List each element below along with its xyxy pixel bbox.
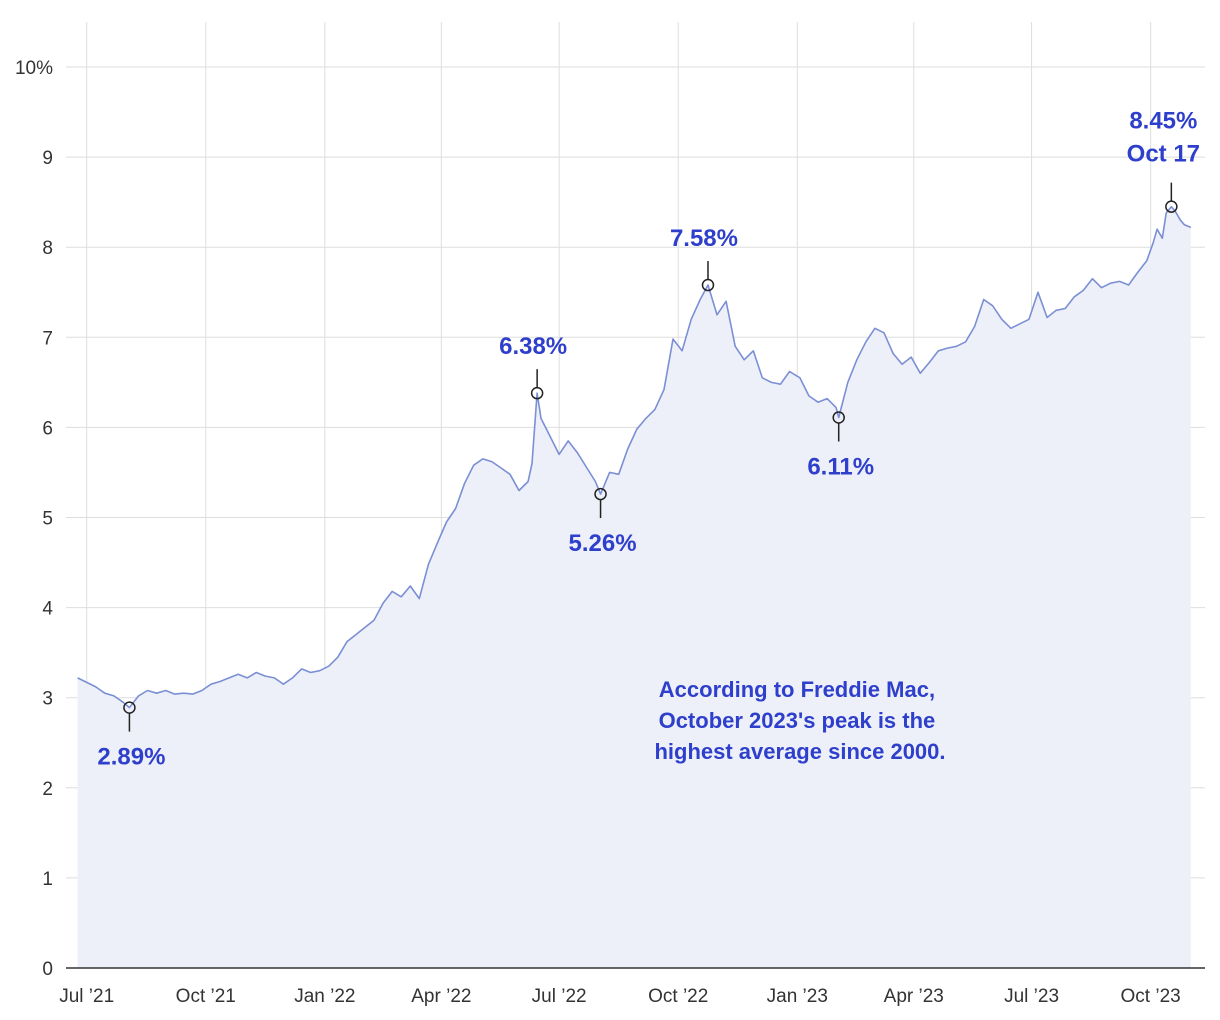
y-tick-label: 5 xyxy=(42,509,53,530)
annotation-value: 5.26% xyxy=(569,530,637,557)
annotation-marker xyxy=(530,386,544,400)
x-tick-label: Apr ’22 xyxy=(411,986,471,1007)
y-tick-label: 10% xyxy=(15,58,53,79)
annotation-611: 6.11% xyxy=(807,411,874,480)
annotations: 2.89% 6.38% 5.26% 7.58% 6.11% 8.45% Oct 17 xyxy=(97,108,1200,771)
note-text: According to Freddie Mac, October 2023's… xyxy=(654,677,945,764)
x-tick-label: Jul ’22 xyxy=(532,986,587,1007)
x-tick-label: Jan ’23 xyxy=(767,986,828,1007)
annotation-date: Oct 17 xyxy=(1127,141,1200,168)
annotation-value: 6.11% xyxy=(807,453,874,480)
annotation-289: 2.89% xyxy=(97,701,165,771)
annotation-marker xyxy=(832,411,845,424)
y-tick-label: 1 xyxy=(42,869,53,890)
series-area-fill xyxy=(77,206,1191,968)
x-tick-label: Jan ’22 xyxy=(294,986,355,1007)
annotation-845: 8.45% Oct 17 xyxy=(1127,108,1200,213)
y-tick-label: 7 xyxy=(42,328,53,349)
x-tick-label: Oct ’22 xyxy=(648,986,708,1007)
x-tick-label: Oct ’21 xyxy=(176,986,236,1007)
annotation-value: 6.38% xyxy=(499,333,567,360)
y-tick-label: 3 xyxy=(42,689,53,710)
y-tick-label: 6 xyxy=(42,418,53,439)
x-tick-label: Oct ’23 xyxy=(1121,986,1181,1007)
annotation-value: 2.89% xyxy=(97,744,165,771)
annotation-758: 7.58% xyxy=(670,225,738,292)
annotation-value: 7.58% xyxy=(670,225,738,252)
annotation-marker xyxy=(1165,200,1178,213)
annotation-638: 6.38% xyxy=(499,333,567,400)
y-tick-labels: 0 1 2 3 4 5 6 7 8 9 10% xyxy=(15,58,53,980)
y-tick-label: 0 xyxy=(42,959,53,980)
series-line xyxy=(77,205,1192,709)
x-tick-label: Jul ’23 xyxy=(1004,986,1059,1007)
x-tick-label: Apr ’23 xyxy=(884,986,944,1007)
note-line-1: According to Freddie Mac, xyxy=(659,677,935,702)
y-tick-label: 8 xyxy=(42,238,53,259)
annotation-526: 5.26% xyxy=(569,487,637,557)
x-tick-label: Jul ’21 xyxy=(59,986,114,1007)
y-tick-label: 2 xyxy=(42,779,53,800)
note-line-3: highest average since 2000. xyxy=(654,739,945,764)
y-tick-label: 9 xyxy=(42,148,53,169)
annotation-marker xyxy=(123,701,136,714)
annotation-marker xyxy=(594,487,607,501)
annotation-marker xyxy=(701,278,715,292)
note-line-2: October 2023's peak is the xyxy=(659,708,936,733)
x-tick-labels: Jul ’21 Oct ’21 Jan ’22 Apr ’22 Jul ’22 Oct ’… xyxy=(59,986,1180,1007)
y-tick-label: 4 xyxy=(42,599,53,620)
annotation-value: 8.45% xyxy=(1129,108,1197,135)
